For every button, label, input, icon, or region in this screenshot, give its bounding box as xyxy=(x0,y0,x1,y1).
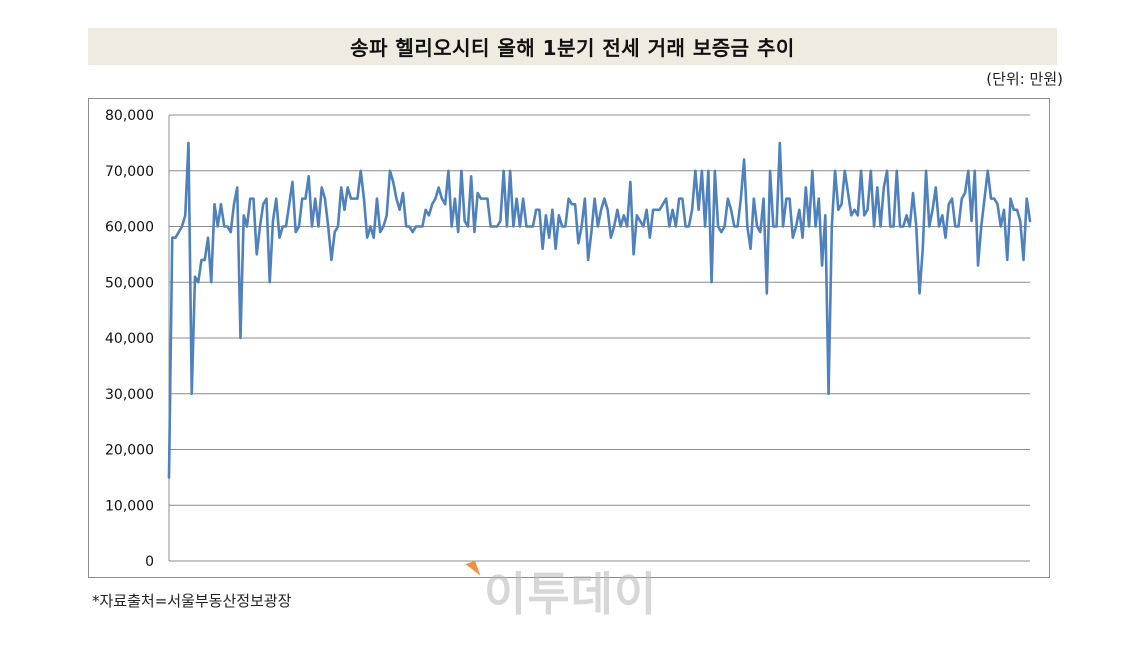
y-tick-label: 60,000 xyxy=(105,220,154,236)
y-tick-label: 20,000 xyxy=(105,443,154,459)
y-tick-label: 0 xyxy=(145,554,154,570)
y-tick-label: 30,000 xyxy=(105,387,154,403)
y-tick-label: 10,000 xyxy=(105,498,154,514)
unit-label: (단위: 만원) xyxy=(986,70,1063,88)
y-tick-label: 70,000 xyxy=(105,164,154,180)
watermark-logo: 이투데이 xyxy=(465,552,681,621)
source-note: *자료출처=서울부동산정보광장 xyxy=(92,592,292,610)
y-tick-label: 80,000 xyxy=(105,108,154,124)
series-line xyxy=(167,141,1032,479)
watermark-text: 이투데이 xyxy=(484,567,658,621)
y-tick-label: 40,000 xyxy=(105,331,154,347)
chart-title: 송파 헬리오시티 올해 1분기 전세 거래 보증금 추이 xyxy=(350,36,795,60)
y-tick-label: 50,000 xyxy=(105,275,154,291)
watermark-accent-icon xyxy=(465,560,481,580)
chart-title-band: 송파 헬리오시티 올해 1분기 전세 거래 보증금 추이 xyxy=(88,28,1057,65)
